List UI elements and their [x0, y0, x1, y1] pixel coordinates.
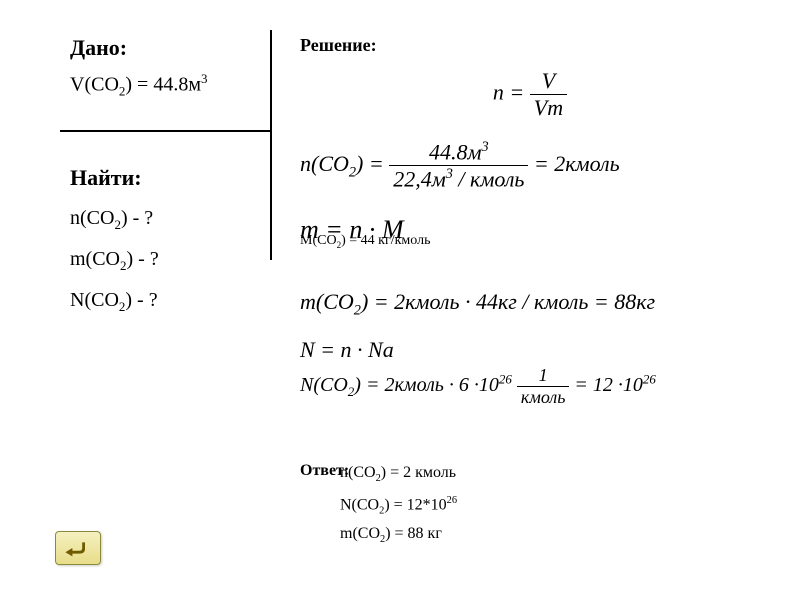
answer-m: m(CO2) = 88 кг: [340, 523, 457, 551]
find-m: m(CO2) - ?: [70, 242, 159, 283]
given-title: Дано:: [70, 35, 208, 61]
find-n: n(CO2) - ?: [70, 201, 159, 242]
formula-n-calc: n(CO2) = 44.8м3 22,4м3 / кмоль = 2кмоль: [300, 139, 760, 193]
page: Дано: V(CO2) = 44.8м3 Найти: n(CO2) - ? …: [0, 0, 800, 600]
given-underline: [60, 130, 270, 132]
back-button[interactable]: [55, 531, 101, 565]
f6-frac: 1 кмоль: [517, 365, 570, 408]
f2-rhs: = 2кмоль: [534, 151, 620, 176]
f6-num: 1: [517, 365, 570, 386]
find-block: Найти: n(CO2) - ? m(CO2) - ? N(CO2) - ?: [70, 165, 159, 324]
find-title: Найти:: [70, 165, 159, 191]
f1-lhs: n =: [493, 80, 524, 105]
f1-den: Vm: [530, 94, 567, 121]
formula-N-def: N = n · Na: [300, 337, 760, 363]
given-block: Дано: V(CO2) = 44.8м3: [70, 35, 208, 100]
f2-num: 44.8м3: [389, 139, 528, 165]
f1-num: V: [530, 68, 567, 94]
solution-block: n = V Vm n(CO2) = 44.8м3 22,4м3 / кмоль …: [300, 60, 760, 408]
find-N: N(CO2) - ?: [70, 283, 159, 324]
formula-n-def: n = V Vm: [300, 68, 760, 121]
f2-den: 22,4м3 / кмоль: [389, 165, 528, 192]
f6-rhs: = 12 ·1026: [574, 374, 656, 396]
molar-mass-note: M(CO2) = 44 кг/кмоль: [300, 233, 600, 250]
answer-block: n(CO2) = 2 кмоль N(CO2) = 12*1026 m(CO2)…: [340, 462, 457, 551]
u-turn-arrow-icon: [64, 538, 92, 558]
f1-frac: V Vm: [530, 68, 567, 121]
answer-N: N(CO2) = 12*1026: [340, 490, 457, 523]
f6-lhs: N(CO2) = 2кмоль · 6 ·1026: [300, 374, 512, 396]
solution-title: Решение:: [300, 35, 377, 56]
answer-n: n(CO2) = 2 кмоль: [340, 462, 457, 490]
formula-m-def: m = n · M M(CO2) = 44 кг/кмоль: [300, 215, 760, 245]
f2-frac: 44.8м3 22,4м3 / кмоль: [389, 139, 528, 193]
f6-den: кмоль: [517, 386, 570, 408]
vertical-divider: [270, 30, 272, 260]
given-volume: V(CO2) = 44.8м3: [70, 71, 208, 100]
formula-N-calc: N(CO2) = 2кмоль · 6 ·1026 1 кмоль = 12 ·…: [300, 365, 760, 408]
formula-m-calc: m(CO2) = 2кмоль · 44кг / кмоль = 88кг: [300, 289, 760, 319]
f2-lhs: n(CO2) =: [300, 151, 384, 176]
